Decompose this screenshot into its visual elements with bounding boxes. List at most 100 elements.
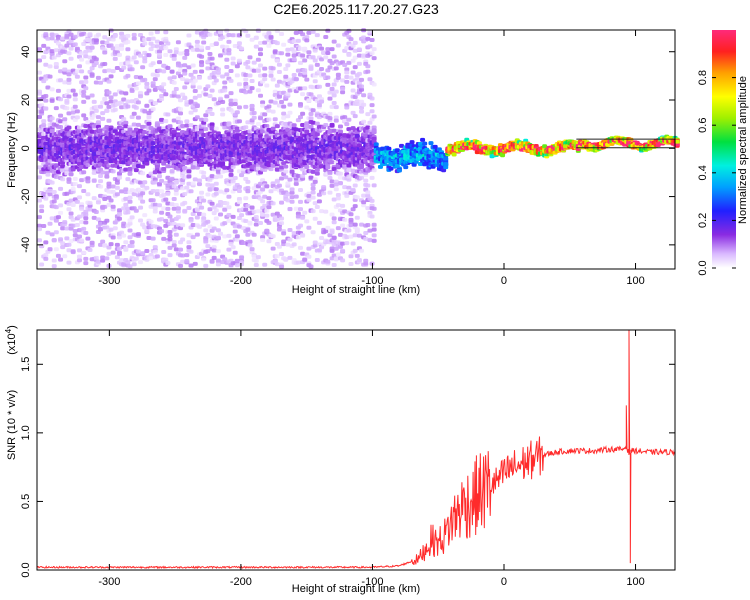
spectrogram-cell [76, 125, 82, 130]
spectrogram-cell [66, 201, 72, 206]
spectrogram-cell [37, 139, 42, 144]
spectrogram-cell [127, 235, 133, 240]
spectrogram-cell [279, 251, 285, 256]
spectrogram-cell [213, 78, 219, 83]
spectrogram-cell [291, 49, 297, 54]
spectrogram-cell [249, 86, 255, 91]
spectrogram-cell [232, 176, 238, 181]
spectrogram-cell [218, 203, 224, 208]
spectrogram-cell [203, 113, 209, 118]
spectrogram-cell [287, 228, 293, 233]
spectrogram-cell [70, 88, 76, 93]
spectrogram-cell [148, 31, 154, 36]
spectrogram-cell [49, 180, 55, 185]
spectrogram-cell [89, 93, 95, 98]
spectrogram-cell [182, 191, 188, 196]
spectrogram-cell [79, 238, 85, 243]
spectrogram-cell [43, 196, 49, 201]
spectrogram-cell [116, 212, 122, 217]
spectrogram-cell [253, 258, 259, 263]
spectrogram-cell [79, 178, 85, 183]
spectrogram-cell [150, 36, 156, 41]
spectrogram-cell [287, 110, 293, 115]
spectrogram-cell [270, 234, 276, 239]
spectrogram-cell [253, 262, 259, 267]
spectrogram-cell [325, 82, 331, 87]
spectrogram-cell [95, 200, 101, 205]
spectrogram-cell [264, 184, 270, 189]
spectrogram-cell [218, 212, 224, 217]
spectrogram-cell [236, 185, 242, 190]
spectrogram-cell [175, 215, 181, 220]
spectrogram-cell [64, 236, 70, 241]
spectrogram-cell [53, 195, 59, 200]
spectrogram-cell [110, 69, 116, 74]
spectrogram-cell [108, 242, 114, 247]
spectrogram-cell [224, 28, 230, 33]
spectrogram-cell [228, 168, 234, 173]
spectrogram-cell [182, 55, 188, 60]
spectrogram-cell [270, 126, 276, 131]
spectrogram-cell [194, 39, 200, 44]
spectrogram-cell [201, 212, 207, 217]
spectrogram-cell [192, 69, 198, 74]
spectrogram-cell [112, 226, 118, 231]
spectrogram-cell [274, 41, 280, 46]
spectrogram-cell [112, 56, 118, 61]
spectrogram-cell [279, 216, 285, 221]
spectrogram-cell [268, 69, 274, 74]
spectrogram-cell [207, 32, 213, 37]
spectrogram-cell [161, 166, 167, 171]
spectrogram-cell [171, 243, 177, 248]
spectrogram-cell [74, 69, 80, 74]
spectrogram-cell [213, 216, 219, 221]
spectrogram-cell [127, 228, 133, 233]
spectrogram-cell [300, 111, 306, 116]
spectrogram-cell [291, 242, 297, 247]
spectrogram-cell [87, 32, 93, 37]
spectrogram-cell [140, 191, 146, 196]
spectrogram-cell [276, 244, 282, 249]
spectrogram-cell [55, 253, 61, 258]
spectrogram-cell [41, 132, 47, 137]
spectrogram-cell [171, 75, 177, 80]
spectrogram-cell [297, 245, 303, 250]
spectrogram-cell [129, 244, 135, 249]
spectrogram-cell [169, 169, 175, 174]
spectrogram-cell [152, 77, 158, 82]
spectrogram-cell [68, 46, 74, 51]
spectrogram-cell [41, 123, 47, 128]
spectrogram-cell [79, 69, 85, 74]
spectrogram-cell [327, 171, 333, 176]
spectrogram-cell [283, 66, 289, 71]
spectrogram-cell [331, 54, 337, 59]
spectrogram-cell [251, 60, 257, 65]
spectrogram-cell [215, 235, 221, 240]
spectrogram-cell [234, 234, 240, 239]
spectrogram-cell [53, 106, 59, 111]
spectrogram-cell [70, 250, 76, 255]
spectrogram-cell [321, 185, 327, 190]
spectrogram-cell [260, 187, 266, 192]
spectrogram-cell [276, 183, 282, 188]
spectrogram-cell [161, 249, 167, 254]
spectrogram-cell [144, 81, 150, 86]
spectrogram-cell [300, 53, 306, 58]
spectrogram-cell [266, 239, 272, 244]
spectrogram-cell [53, 230, 59, 235]
spectrogram-cell [43, 62, 49, 67]
spectrogram-cell [129, 67, 135, 72]
spectrogram-cell [64, 106, 70, 111]
spectrogram-cell [266, 104, 272, 109]
spectrogram-cell [287, 206, 293, 211]
spectrogram-cell [281, 111, 287, 116]
spectrogram-cell [154, 30, 160, 35]
spectrogram-cell [79, 57, 85, 62]
spectrogram-cell [106, 79, 112, 84]
spectrogram-cell [98, 179, 104, 184]
spectrogram-cell [74, 223, 80, 228]
spectrogram-cell [112, 33, 118, 38]
spectrogram-cell [173, 87, 179, 92]
spectrogram-cell [344, 105, 350, 110]
spectrogram-cell [70, 110, 76, 115]
